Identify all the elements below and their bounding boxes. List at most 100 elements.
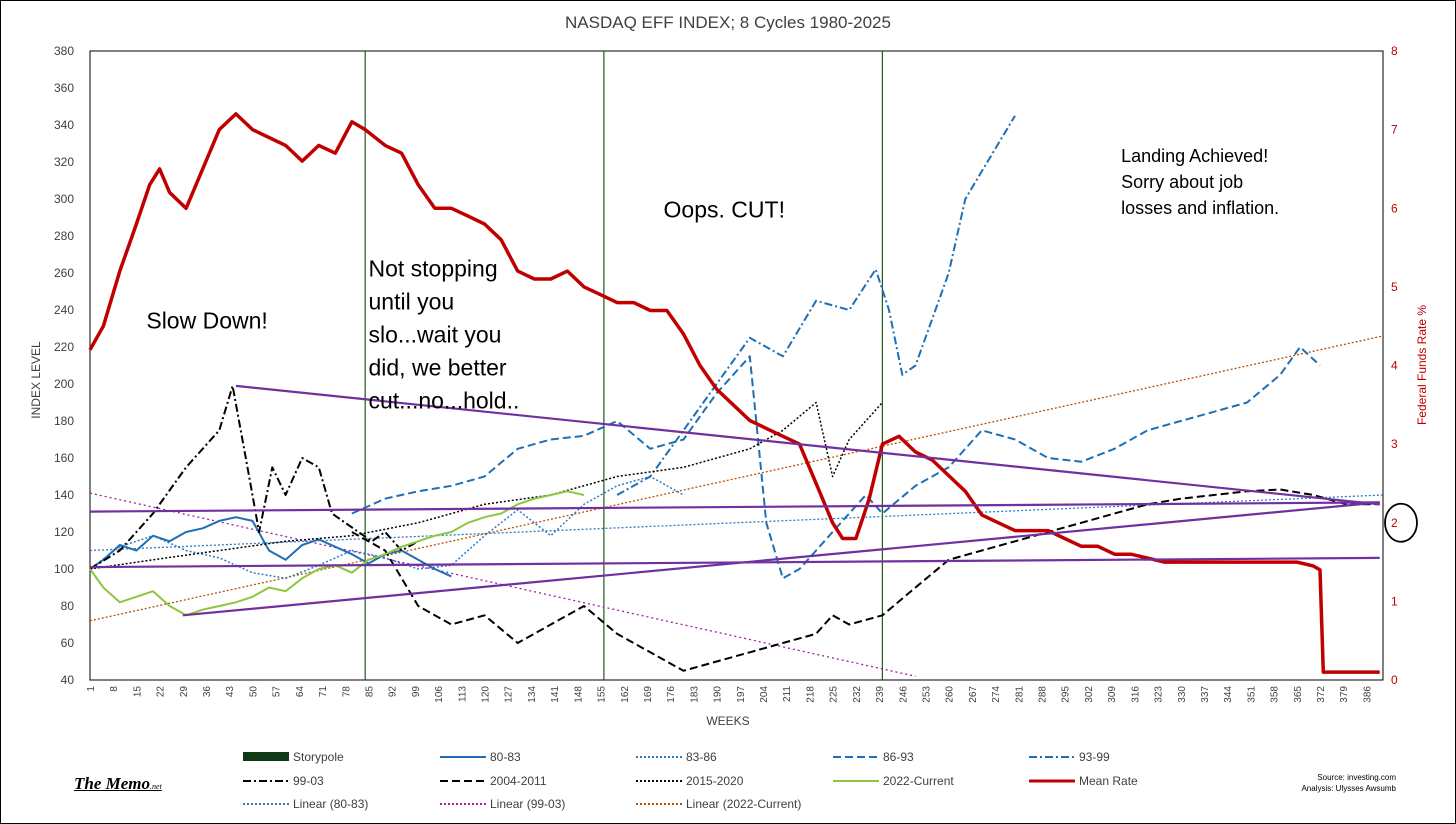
x-tick-label: 295 — [1061, 686, 1072, 703]
x-tick-label: 85 — [364, 686, 375, 698]
legend-label: 80-83 — [490, 750, 521, 764]
x-tick-label: 302 — [1084, 686, 1095, 703]
legend-label: 93-99 — [1079, 750, 1110, 764]
x-tick-label: 22 — [156, 686, 167, 698]
storypole-line — [89, 501, 1380, 513]
analysis-text: Analysis: Ulysses Awsumb — [1301, 784, 1396, 793]
y2-tick-label: 1 — [1391, 594, 1398, 608]
x-tick-label: 218 — [805, 686, 816, 703]
x-tick-label: 134 — [527, 686, 538, 703]
x-tick-label: 15 — [132, 686, 143, 698]
y-tick-label: 200 — [54, 377, 74, 391]
x-tick-label: 253 — [921, 686, 932, 703]
x-tick-label: 351 — [1246, 686, 1257, 703]
legend-label: 2022-Current — [883, 774, 954, 788]
y-tick-label: 80 — [61, 599, 75, 613]
source-note: Source: investing.com Analysis: Ulysses … — [1301, 772, 1396, 794]
x-tick-label: 50 — [248, 686, 259, 698]
legend-label: Linear (99-03) — [490, 797, 565, 811]
x-tick-label: 232 — [852, 686, 863, 703]
series-line — [89, 384, 419, 570]
x-tick-label: 323 — [1154, 686, 1165, 703]
y-tick-label: 280 — [54, 229, 74, 243]
series-line — [351, 346, 1321, 580]
annotation-text: cut...no...hold.. — [368, 388, 519, 414]
x-axis-label: WEEKS — [706, 714, 749, 728]
y-tick-label: 220 — [54, 340, 74, 354]
annotation-text: Slow Down! — [146, 308, 267, 334]
y2-tick-label: 7 — [1391, 123, 1398, 137]
y-tick-label: 180 — [54, 414, 74, 428]
annotation-text: Oops. CUT! — [664, 197, 785, 223]
brand-name: The Memo — [74, 774, 151, 793]
callout-circle — [1384, 502, 1418, 543]
storypole-line — [235, 384, 1380, 506]
x-tick-label: 36 — [202, 686, 213, 698]
y2-tick-label: 2 — [1391, 516, 1398, 530]
source-text: Source: investing.com — [1317, 773, 1396, 782]
annotation-text: did, we better — [368, 355, 506, 381]
legend-label: Mean Rate — [1079, 774, 1138, 788]
x-tick-label: 330 — [1177, 686, 1188, 703]
x-tick-label: 155 — [597, 686, 608, 703]
annotation-text: Landing Achieved! — [1121, 146, 1268, 166]
x-tick-label: 365 — [1293, 686, 1304, 703]
y-tick-label: 240 — [54, 303, 74, 317]
chart-title: NASDAQ EFF INDEX; 8 Cycles 1980-2025 — [565, 13, 891, 32]
y-axis-label: INDEX LEVEL — [29, 341, 43, 419]
x-tick-label: 204 — [759, 686, 770, 703]
x-tick-label: 288 — [1038, 686, 1049, 703]
annotation-text: Sorry about job — [1121, 172, 1243, 192]
x-tick-label: 92 — [388, 686, 399, 698]
x-tick-label: 309 — [1107, 686, 1118, 703]
series-line — [88, 112, 1380, 674]
x-tick-label: 337 — [1200, 686, 1211, 703]
x-tick-label: 274 — [991, 686, 1002, 703]
trendline — [89, 335, 1384, 622]
x-tick-label: 190 — [713, 686, 724, 703]
series-line — [351, 488, 1380, 672]
x-tick-label: 176 — [666, 686, 677, 703]
x-tick-label: 358 — [1270, 686, 1281, 703]
x-tick-label: 267 — [968, 686, 979, 703]
y-tick-label: 380 — [54, 44, 74, 58]
y2-tick-label: 0 — [1391, 673, 1398, 687]
series-line — [616, 115, 1016, 496]
x-tick-label: 71 — [318, 686, 329, 698]
legend-label: 83-86 — [686, 750, 717, 764]
x-tick-label: 344 — [1223, 686, 1234, 703]
annotation-text: losses and inflation. — [1121, 198, 1279, 218]
annotation-text: Not stopping — [368, 256, 497, 282]
legend-label: Storypole — [293, 750, 344, 764]
y-tick-label: 260 — [54, 266, 74, 280]
x-tick-label: 141 — [550, 686, 561, 703]
x-tick-label: 78 — [341, 686, 352, 698]
y2-tick-label: 4 — [1391, 359, 1398, 373]
y2-tick-label: 3 — [1391, 437, 1398, 451]
x-tick-label: 169 — [643, 686, 654, 703]
x-tick-label: 64 — [295, 686, 306, 698]
x-tick-label: 148 — [573, 686, 584, 703]
x-tick-label: 239 — [875, 686, 886, 703]
x-tick-label: 29 — [179, 686, 190, 698]
x-tick-label: 183 — [689, 686, 700, 703]
y-tick-label: 120 — [54, 525, 74, 539]
x-tick-label: 99 — [411, 686, 422, 698]
y-tick-label: 300 — [54, 192, 74, 206]
plot-area — [89, 50, 1384, 681]
x-tick-label: 106 — [434, 686, 445, 703]
series-line — [89, 401, 883, 570]
y-tick-label: 40 — [61, 673, 75, 687]
y2-tick-label: 5 — [1391, 280, 1398, 294]
annotation-text: slo...wait you — [368, 322, 501, 348]
x-tick-label: 316 — [1130, 686, 1141, 703]
x-tick-label: 127 — [504, 686, 515, 703]
legend-label: 99-03 — [293, 774, 324, 788]
y-tick-label: 340 — [54, 118, 74, 132]
x-tick-label: 211 — [782, 686, 793, 702]
x-tick-label: 260 — [945, 686, 956, 703]
y2-tick-label: 8 — [1391, 44, 1398, 58]
legend-label: 86-93 — [883, 750, 914, 764]
y-tick-label: 100 — [54, 562, 74, 576]
y-tick-label: 360 — [54, 81, 74, 95]
